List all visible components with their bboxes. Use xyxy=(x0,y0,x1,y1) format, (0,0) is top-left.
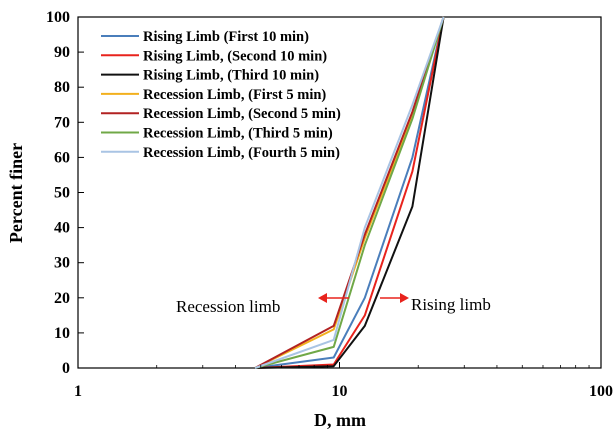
series-line xyxy=(254,16,445,369)
series-line xyxy=(254,16,445,369)
annotation-recession-label: Recession limb xyxy=(176,297,280,316)
y-tick-label: 0 xyxy=(62,360,70,377)
series-layer xyxy=(254,16,445,369)
annotation-rising-label: Rising limb xyxy=(411,295,491,314)
legend-entry-label: Recession Limb, (Second 5 min) xyxy=(143,106,341,122)
y-tick-label: 80 xyxy=(54,79,70,96)
x-tick-label: 1 xyxy=(74,383,82,400)
annotations: Recession limb Rising limb xyxy=(176,293,491,316)
legend-entry-label: Rising Limb (First 10 min) xyxy=(143,29,309,45)
x-tick-label: 100 xyxy=(589,383,613,400)
y-tick-label: 30 xyxy=(54,255,70,272)
legend-entry-label: Rising Limb, (Second 10 min) xyxy=(143,48,327,64)
arrowhead-right-icon xyxy=(400,293,409,303)
x-axis-title: D, mm xyxy=(314,410,366,430)
series-line xyxy=(254,16,445,369)
y-tick-label: 40 xyxy=(54,220,70,237)
y-tick-label: 50 xyxy=(54,185,70,202)
y-tick-label: 70 xyxy=(54,114,70,131)
legend-entry-label: Recession Limb, (Third 5 min) xyxy=(143,126,333,142)
series-line xyxy=(254,16,445,369)
series-line xyxy=(254,16,445,369)
arrowhead-left-icon xyxy=(318,293,327,303)
legend-entry-label: Rising Limb, (Third 10 min) xyxy=(143,68,319,84)
y-tick-label: 20 xyxy=(54,290,70,307)
y-axis-title: Percent finer xyxy=(6,143,26,243)
y-tick-label: 10 xyxy=(54,325,70,342)
x-tick-label: 10 xyxy=(332,383,348,400)
legend-entry-label: Recession Limb, (First 5 min) xyxy=(143,87,326,103)
y-tick-label: 60 xyxy=(54,149,70,166)
legend-entry-label: Recession Limb, (Fourth 5 min) xyxy=(143,145,340,161)
legend: Rising Limb (First 10 min) Rising Limb, (… xyxy=(101,29,341,161)
series-line xyxy=(254,16,445,369)
y-tick-label: 90 xyxy=(54,44,70,61)
y-tick-label: 100 xyxy=(46,9,70,26)
